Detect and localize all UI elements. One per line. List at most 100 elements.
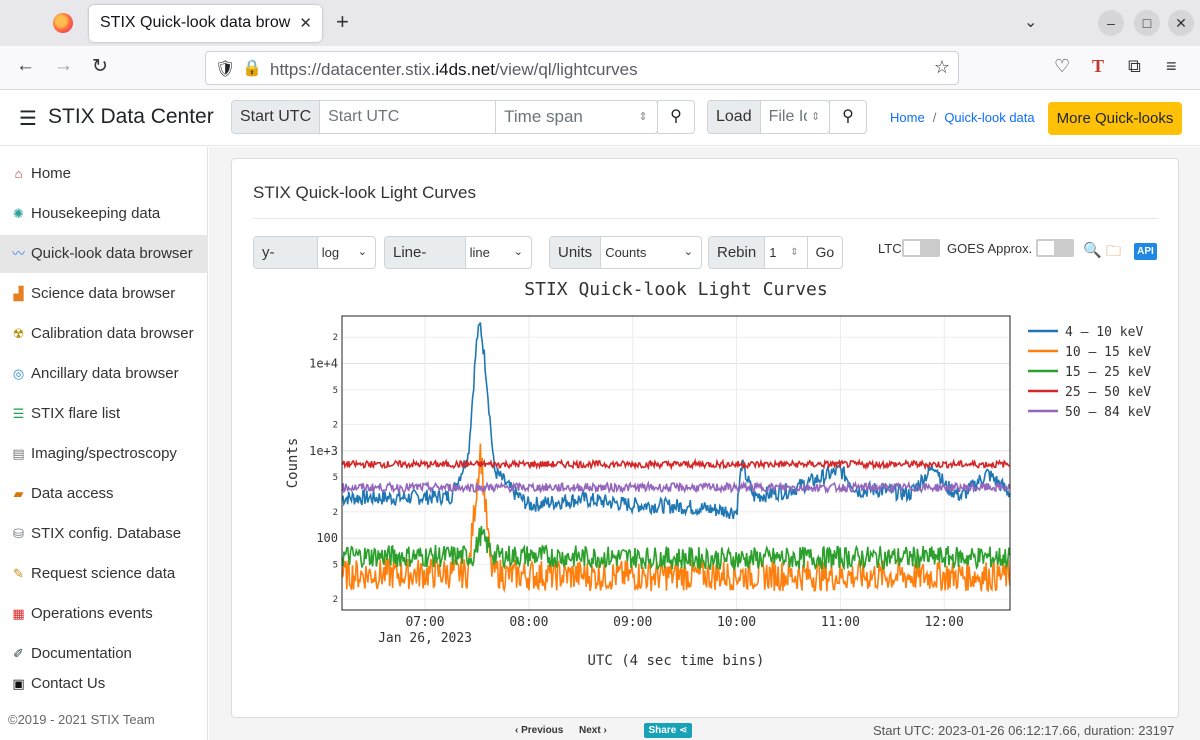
sidebar-item-label: Data access <box>31 485 114 502</box>
maximize-icon[interactable]: □ <box>1134 10 1160 36</box>
extensions-icon[interactable]: ⧉ <box>1128 56 1141 76</box>
sidebar-item[interactable]: ✺ Housekeeping data <box>0 195 208 233</box>
breadcrumb-quicklook[interactable]: Quick-look data <box>944 110 1035 125</box>
close-window-icon[interactable]: ✕ <box>1168 10 1194 36</box>
forward-arrow-icon[interactable]: → <box>54 55 73 76</box>
reload-icon[interactable]: ↻ <box>92 56 108 77</box>
sidebar: ©2019 - 2021 STIX Team ⌂ Home ✺ Housekeepin… <box>0 147 208 740</box>
units-control: Units Counts ⌄ <box>549 236 702 269</box>
start-utc-input[interactable]: Start UTC <box>320 101 497 133</box>
sidebar-item[interactable]: ▤ Imaging/spectroscopy <box>0 435 208 473</box>
go-button[interactable]: Go <box>806 237 842 268</box>
close-tab-icon[interactable]: ✕ <box>299 15 312 32</box>
new-tab-icon[interactable]: + <box>336 9 349 34</box>
firefox-logo-icon <box>53 13 73 33</box>
pocket-icon[interactable]: ♡ <box>1054 56 1071 76</box>
shield-icon[interactable]: 🛡 <box>215 61 236 78</box>
sidebar-item-label: Ancillary data browser <box>31 365 179 382</box>
linestyle-control: Line-style line⌄ <box>384 236 532 269</box>
start-utc-label: Start UTC <box>232 101 321 133</box>
chip-icon: ✺ <box>13 206 24 221</box>
breadcrumb: Home / Quick-look data <box>890 110 1035 125</box>
linestyle-select[interactable]: line ⌄ <box>466 237 531 268</box>
more-quicklooks-button[interactable]: More Quick-looks <box>1048 102 1182 135</box>
browser-tab[interactable]: STIX Quick-look data brow ✕ <box>89 5 322 42</box>
zoom-icon[interactable]: 🔍 <box>1083 242 1102 259</box>
list-icon: ☰ <box>12 406 25 421</box>
rebin-input[interactable]: 1 ⇕ <box>765 237 806 268</box>
sidebar-item-label: Quick-look data browser <box>31 245 193 262</box>
api-button[interactable]: API <box>1134 243 1157 260</box>
tab-title: STIX Quick-look data brow <box>100 14 291 31</box>
goes-toggle[interactable] <box>1036 239 1074 257</box>
browser-tab-bar: STIX Quick-look data brow ✕ + ⌄ – □ ✕ <box>0 0 1200 46</box>
search-button[interactable]: ⚲ <box>657 100 695 134</box>
chevron-down-icon[interactable]: ⌄ <box>1024 14 1038 31</box>
sidebar-item[interactable]: ◎ Ancillary data browser <box>0 355 208 393</box>
sidebar-item[interactable]: ▰ Data access <box>0 475 208 513</box>
rebin-label: Rebin <box>709 237 766 268</box>
time-span-input[interactable]: Time span (min) <box>496 101 631 133</box>
brand-title[interactable]: STIX Data Center <box>48 105 214 128</box>
start-utc-group: Start UTC Start UTC Time span (min) ⇕ <box>231 100 658 134</box>
folder-search-icon[interactable]: 🗀 <box>1106 243 1122 260</box>
search-icon: ⚲ <box>842 108 854 125</box>
bookmark-star-icon[interactable]: ☆ <box>933 57 950 77</box>
sidebar-item[interactable]: ▦ Operations events <box>0 595 208 633</box>
lock-icon[interactable]: 🔒 <box>242 60 262 77</box>
chevron-down-icon: ⌄ <box>513 246 523 258</box>
spinner-icon[interactable]: ⇕ <box>638 111 648 123</box>
load-label: Load <box>708 101 761 133</box>
rebin-control: Rebin 1 ⇕ Go <box>708 236 843 269</box>
divider <box>253 218 1158 219</box>
chart-icon: 〰 <box>11 246 25 261</box>
sidebar-item[interactable]: ▣ Contact Us <box>0 665 208 703</box>
sidebar-item-label: Housekeeping data <box>31 205 161 222</box>
ltc-toggle[interactable] <box>902 239 940 257</box>
units-select[interactable]: Counts ⌄ <box>601 237 701 268</box>
sidebar-item[interactable]: ⛁ STIX config. Database <box>0 515 208 553</box>
contact-card-icon: ▣ <box>12 676 25 691</box>
spinner-icon[interactable]: ⇕ <box>810 111 821 123</box>
load-group: Load File Id ⇕ <box>707 100 830 134</box>
sidebar-item-label: Imaging/spectroscopy <box>31 445 177 462</box>
units-label: Units <box>550 237 602 268</box>
ltc-label: LTC <box>878 241 902 256</box>
sidebar-item-label: STIX config. Database <box>31 525 182 542</box>
breadcrumb-home[interactable]: Home <box>890 110 925 125</box>
goes-label: GOES Approx. <box>947 241 1033 256</box>
translate-extension-icon[interactable]: T <box>1092 56 1105 76</box>
search-icon: ⚲ <box>670 108 682 125</box>
next-link[interactable]: Next › <box>579 725 607 736</box>
hamburger-menu-icon[interactable]: ☰ <box>19 108 37 130</box>
sidebar-item-label: Request science data <box>31 565 176 582</box>
browser-nav-bar: ← → ↻ 🛡 🔒 https://datacenter.stix.i4ds.n… <box>0 46 1200 90</box>
calendar-icon: ▦ <box>12 606 25 621</box>
sidebar-item[interactable]: ✐ Documentation <box>0 635 208 673</box>
share-button[interactable]: Share ⋖ <box>644 723 692 738</box>
app-header: ☰ STIX Data Center Start UTC Start UTC T… <box>0 90 1200 146</box>
load-search-button[interactable]: ⚲ <box>829 100 867 134</box>
database-icon: ⛁ <box>13 526 24 541</box>
sidebar-item[interactable]: 〰 Quick-look data browser <box>0 235 208 273</box>
sidebar-item[interactable]: ⌂ Home <box>0 155 208 193</box>
back-arrow-icon[interactable]: ← <box>16 55 35 76</box>
menu-icon[interactable]: ≡ <box>1166 56 1177 76</box>
url-text[interactable]: https://datacenter.stix.i4ds.net/view/ql… <box>270 60 638 79</box>
radiation-icon: ☢ <box>12 326 25 341</box>
spinner-icon: ⇕ <box>790 247 799 258</box>
sidebar-item-label: STIX flare list <box>31 405 121 422</box>
file-id-input[interactable]: File Id <box>760 101 807 133</box>
url-bar[interactable]: 🛡 🔒 https://datacenter.stix.i4ds.net/vie… <box>205 51 959 85</box>
sidebar-item[interactable]: ▟ Science data browser <box>0 275 208 313</box>
sidebar-item[interactable]: ✎ Request science data <box>0 555 208 593</box>
bar-chart-icon: ▟ <box>13 286 24 301</box>
yscale-select[interactable]: log ⌄ <box>318 237 375 268</box>
previous-link[interactable]: ‹ Previous <box>515 725 564 736</box>
doc-edit-icon: ✐ <box>13 646 24 661</box>
folder-icon: ▰ <box>13 486 24 501</box>
document-icon: ▤ <box>12 446 25 461</box>
sidebar-item[interactable]: ☢ Calibration data browser <box>0 315 208 353</box>
sidebar-item[interactable]: ☰ STIX flare list <box>0 395 208 433</box>
minimize-icon[interactable]: – <box>1098 10 1124 36</box>
